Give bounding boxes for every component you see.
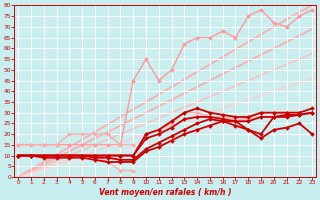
- X-axis label: Vent moyen/en rafales ( km/h ): Vent moyen/en rafales ( km/h ): [99, 188, 231, 197]
